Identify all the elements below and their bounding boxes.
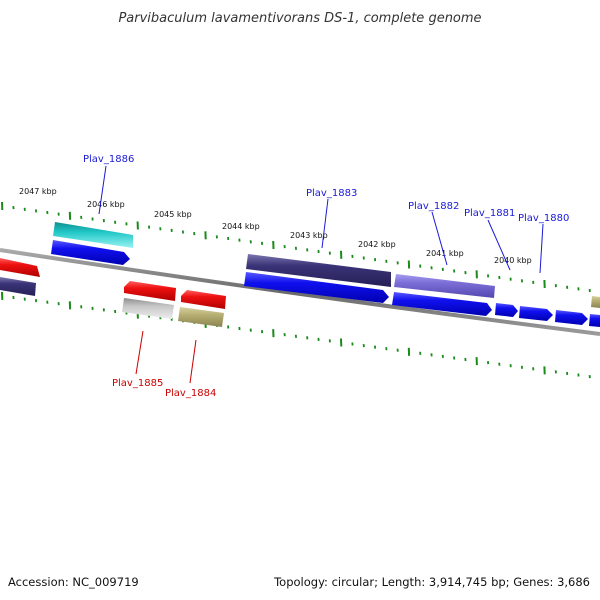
gene-label-plav-1882[interactable]: Plav_1882 (408, 201, 459, 212)
kbp-label-2045: 2045 kbp (154, 210, 192, 219)
forward-strand-genes (0, 222, 600, 327)
leader-plav-1882 (431, 211, 448, 266)
gene-plav-1886-blue[interactable] (51, 240, 130, 265)
gene-plav-1882-lavender[interactable] (394, 274, 495, 298)
leader-plav-1880 (539, 223, 544, 274)
gene-right-khaki[interactable] (591, 296, 600, 308)
leader-plav-1881 (487, 219, 511, 271)
gene-label-plav-1886[interactable]: Plav_1886 (83, 154, 134, 165)
gene-plav-1884-red[interactable] (181, 290, 226, 309)
gene-left-dark-reverse[interactable] (0, 277, 36, 296)
gene-labels: Plav_1886 Plav_1883 Plav_1882 Plav_1881 … (83, 154, 569, 399)
gene-label-plav-1884[interactable]: Plav_1884 (165, 388, 216, 399)
gene-plav-1885-silver[interactable] (122, 298, 174, 319)
map-title: Parvibaculum lavamentivorans DS-1, compl… (118, 11, 481, 26)
gene-label-plav-1880[interactable]: Plav_1880 (518, 213, 569, 224)
gene-plav-1881-blue[interactable] (495, 303, 518, 317)
kbp-label-2042: 2042 kbp (358, 240, 396, 249)
gene-label-plav-1885[interactable]: Plav_1885 (112, 378, 163, 389)
kbp-label-2044: 2044 kbp (222, 222, 260, 231)
outer-scale-ticks (1, 201, 591, 293)
reverse-strand-genes (0, 277, 226, 327)
gene-label-plav-1881[interactable]: Plav_1881 (464, 208, 515, 219)
kbp-label-2041: 2041 kbp (426, 249, 464, 258)
genome-backbone (0, 248, 600, 336)
topology-summary: Topology: circular; Length: 3,914,745 bp… (273, 575, 590, 589)
gene-plav-1883-blue[interactable] (244, 272, 389, 303)
leader-plav-1886 (98, 165, 107, 215)
kbp-label-2046: 2046 kbp (87, 200, 125, 209)
kbp-label-2043: 2043 kbp (290, 231, 328, 240)
leader-plav-1884 (189, 339, 197, 384)
gene-label-leaders (98, 165, 544, 384)
gene-plav-1883-dark[interactable] (246, 254, 391, 287)
gene-plav-1884-khaki[interactable] (178, 307, 224, 327)
leader-plav-1883 (321, 198, 329, 249)
leader-plav-1885 (135, 330, 144, 375)
gene-left-red-forward[interactable] (0, 258, 40, 277)
kbp-label-2047: 2047 kbp (19, 187, 57, 196)
gene-plav-1882-blue[interactable] (392, 292, 492, 316)
gene-next-blue-b[interactable] (589, 314, 600, 327)
gene-plav-1880-blue[interactable] (519, 306, 553, 321)
gene-next-blue-a[interactable] (555, 310, 588, 325)
gene-plav-1885-red[interactable] (124, 281, 176, 301)
kbp-label-2040: 2040 kbp (494, 256, 532, 265)
gene-label-plav-1883[interactable]: Plav_1883 (306, 188, 357, 199)
gene-plav-1886-cyan[interactable] (53, 222, 133, 248)
accession-text: Accession: NC_009719 (8, 575, 139, 589)
kbp-labels: 2047 kbp 2046 kbp 2045 kbp 2044 kbp 2043… (19, 187, 532, 265)
